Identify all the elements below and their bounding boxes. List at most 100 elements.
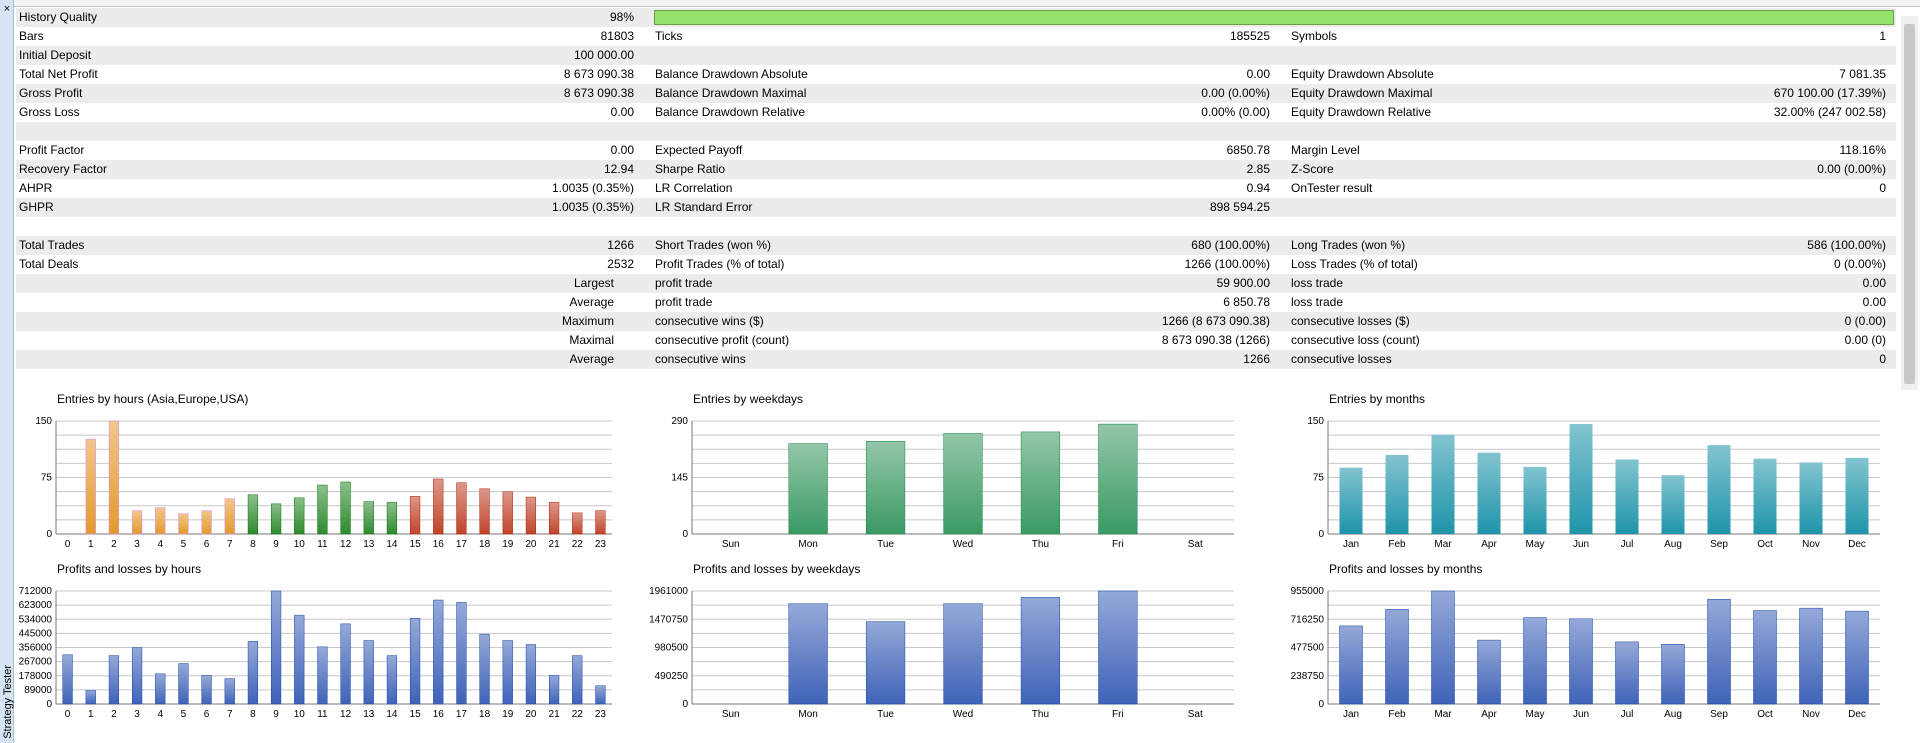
- metric-value: 8 673 090.38: [563, 86, 634, 100]
- bar: [865, 621, 906, 705]
- metric-value: 0.94: [1246, 181, 1270, 195]
- x-tick-label: Wed: [953, 539, 973, 550]
- x-tick-label: 5: [181, 539, 187, 550]
- y-tick-label: 267000: [19, 657, 53, 668]
- metric-label: Profit Trades (% of total): [655, 257, 785, 271]
- bar: [247, 641, 259, 705]
- bar: [386, 655, 398, 705]
- chart-svg: 0 238750 477500 716250 955000 Jan Feb Mar Apr May…: [1291, 586, 1880, 720]
- x-tick-label: 17: [456, 539, 468, 550]
- pl-months-chart: Profits and losses by months 0 238750 47750…: [1288, 562, 1880, 738]
- report-row: Average profit trade 6 850.78 loss trade 0.0…: [16, 293, 1896, 312]
- metric-value: 2.85: [1246, 162, 1270, 176]
- metric-label: loss trade: [1291, 276, 1344, 290]
- bar: [1523, 617, 1547, 705]
- x-tick-label: Mar: [1434, 709, 1452, 720]
- vertical-scrollbar[interactable]: [1901, 16, 1918, 390]
- report-row: Maximal consecutive profit (count) 8 673 0…: [16, 331, 1896, 350]
- metric-value: 0.00: [1246, 67, 1270, 81]
- x-tick-label: Nov: [1802, 709, 1820, 720]
- bar: [131, 647, 143, 705]
- x-tick-label: 14: [386, 709, 398, 720]
- y-tick-label: 0: [46, 529, 52, 540]
- y-tick-label: 75: [41, 473, 53, 484]
- x-tick-label: 1: [88, 539, 94, 550]
- x-tick-label: Sun: [722, 539, 740, 550]
- metric-value: 81803: [600, 29, 634, 43]
- metric-label: consecutive wins ($): [655, 314, 764, 328]
- report-table: History Quality 98% Bars 81803 Ticks 185525 Sy…: [16, 8, 1896, 388]
- y-tick-label: 0: [1318, 699, 1324, 710]
- scrollbar-thumb[interactable]: [1904, 24, 1915, 384]
- metric-label: Equity Drawdown Relative: [1291, 105, 1432, 119]
- bar: [294, 497, 305, 535]
- x-tick-label: 15: [410, 539, 422, 550]
- bar: [247, 494, 259, 535]
- metric-group-label: Average: [569, 352, 614, 366]
- side-panel-label[interactable]: Strategy Tester: [2, 665, 14, 739]
- metric-value: 1266: [607, 238, 634, 252]
- metric-value: 1266 (100.00%): [1184, 257, 1270, 271]
- x-tick-label: Sep: [1710, 539, 1728, 550]
- metric-value: 670 100.00 (17.39%): [1773, 86, 1886, 100]
- bar: [1661, 643, 1685, 705]
- metric-label: Recovery Factor: [19, 162, 108, 176]
- x-tick-label: 1: [88, 709, 94, 720]
- x-tick-label: Jun: [1573, 709, 1589, 720]
- bar: [108, 655, 120, 705]
- metric-label: consecutive profit (count): [655, 333, 790, 347]
- bar: [525, 644, 537, 705]
- metric-value: 1.0035 (0.35%): [551, 181, 634, 195]
- x-tick-label: 3: [134, 709, 140, 720]
- metric-value: 1.0035 (0.35%): [551, 200, 634, 214]
- y-tick-label: 1961000: [649, 586, 688, 597]
- bar: [1098, 590, 1138, 705]
- x-tick-label: 16: [433, 709, 445, 720]
- x-tick-label: 3: [134, 539, 140, 550]
- metric-value: 0.00 (0): [1844, 333, 1886, 347]
- metric-group-label: Maximum: [561, 314, 614, 328]
- bar: [479, 488, 490, 535]
- bar: [479, 633, 490, 705]
- y-tick-label: 623000: [19, 600, 53, 611]
- metric-value: 0.00: [610, 105, 634, 119]
- bar: [595, 685, 606, 705]
- y-tick-label: 490250: [655, 671, 689, 682]
- y-tick-label: 356000: [19, 643, 53, 654]
- x-tick-label: 7: [227, 539, 233, 550]
- y-tick-label: 1470750: [649, 614, 688, 625]
- bar: [1477, 452, 1501, 534]
- metric-label: Total Net Profit: [19, 67, 98, 81]
- report-row: Profit Factor 0.00 Expected Payoff 6850.78 M…: [16, 141, 1896, 160]
- metric-label: consecutive wins: [655, 352, 746, 366]
- chart-svg: 0 490250 980500 1470750 1961000 Sun Mon Tue Wed T…: [649, 586, 1234, 720]
- bar: [363, 640, 374, 705]
- close-icon[interactable]: ×: [3, 3, 11, 15]
- metric-label: Ticks: [655, 29, 683, 43]
- chart-svg: 0890001780002670003560004450005340006230…: [19, 586, 612, 720]
- metric-value: 2532: [607, 257, 634, 271]
- x-tick-label: Fri: [1112, 539, 1124, 550]
- bar: [270, 590, 282, 705]
- report-row: Maximum consecutive wins ($) 1266 (8 673 0…: [16, 312, 1896, 331]
- metric-value: 59 900.00: [1216, 276, 1270, 290]
- pl-hours-chart: Profits and losses by hours 0 89000 178000 2…: [16, 562, 612, 738]
- x-tick-label: 5: [181, 709, 187, 720]
- x-tick-label: 13: [363, 539, 375, 550]
- y-tick-label: 290: [671, 416, 688, 427]
- y-tick-label: 534000: [19, 614, 53, 625]
- x-tick-label: 12: [340, 539, 352, 550]
- bar: [270, 503, 282, 535]
- x-tick-label: Feb: [1388, 709, 1406, 720]
- x-tick-label: Jan: [1343, 539, 1359, 550]
- x-tick-label: Jul: [1621, 539, 1634, 550]
- metric-value: 8 673 090.38: [563, 67, 634, 81]
- x-tick-label: 22: [572, 709, 584, 720]
- metric-label: Symbols: [1291, 29, 1338, 43]
- metric-label: Initial Deposit: [19, 48, 92, 62]
- report-row: Recovery Factor 12.94 Sharpe Ratio 2.85 Z-Sc…: [16, 160, 1896, 179]
- x-tick-label: 10: [294, 709, 306, 720]
- x-tick-label: 6: [204, 709, 210, 720]
- x-tick-label: May: [1526, 709, 1545, 720]
